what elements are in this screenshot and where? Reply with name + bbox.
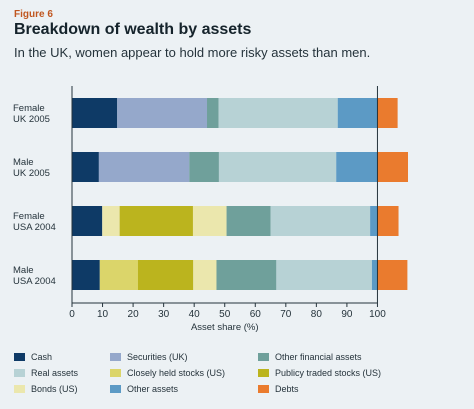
- bar-segment-real-assets: [270, 206, 371, 236]
- bar-segment-other-financial-assets: [216, 260, 277, 290]
- bar-segment-other-assets: [370, 206, 378, 236]
- category-label: UK 2005: [13, 168, 50, 179]
- chart-title: Breakdown of wealth by assets: [14, 21, 252, 38]
- bar-segment-other-assets: [336, 152, 378, 182]
- x-tick-label: 10: [97, 309, 109, 320]
- x-tick-label: 100: [369, 309, 386, 320]
- chart-subtitle: In the UK, women appear to hold more ris…: [14, 45, 371, 60]
- bar-segment-debts: [377, 260, 408, 290]
- legend-swatch: [14, 385, 25, 393]
- figure-label: Figure 6: [14, 9, 53, 20]
- legend-label: Other assets: [127, 384, 179, 394]
- bar-segment-cash: [72, 152, 99, 182]
- bar-segment-cash: [72, 206, 103, 236]
- bar-segment-cash: [72, 98, 118, 128]
- bar-segment-debts: [377, 152, 408, 182]
- legend-item: Securities (UK): [110, 352, 188, 362]
- category-label: Male: [13, 157, 34, 168]
- x-tick-label: 40: [189, 309, 201, 320]
- legend-label: Bonds (US): [31, 384, 78, 394]
- category-label: UK 2005: [13, 114, 50, 125]
- x-tick-label: 0: [69, 309, 75, 320]
- legend-item: Cash: [14, 352, 52, 362]
- bar-segment-real-assets: [276, 260, 372, 290]
- x-axis-title: Asset share (%): [191, 322, 259, 333]
- legend-item: Debts: [258, 384, 299, 394]
- bar-segment-securities-uk-: [117, 98, 208, 128]
- legend-swatch: [110, 353, 121, 361]
- bar-segment-securities-uk-: [98, 152, 190, 182]
- bar-segment-bonds-us-: [102, 206, 120, 236]
- legend-swatch: [110, 369, 121, 377]
- legend-label: Closely held stocks (US): [127, 368, 226, 378]
- legend-item: Real assets: [14, 368, 78, 378]
- legend-item: Other assets: [110, 384, 178, 394]
- category-label: Male: [13, 265, 34, 276]
- bar-segment-real-assets: [218, 98, 338, 128]
- legend-swatch: [110, 385, 121, 393]
- bar-segment-other-financial-assets: [189, 152, 219, 182]
- x-tick-label: 50: [219, 309, 231, 320]
- x-tick-label: 70: [280, 309, 292, 320]
- category-label: USA 2004: [13, 276, 56, 287]
- legend-swatch: [14, 353, 25, 361]
- legend-label: Securities (UK): [127, 352, 188, 362]
- bar-segment-other-financial-assets: [207, 98, 219, 128]
- legend-item: Bonds (US): [14, 384, 78, 394]
- legend-item: Other financial assets: [258, 352, 362, 362]
- category-label: USA 2004: [13, 222, 56, 233]
- category-label: Female: [13, 211, 45, 222]
- legend-label: Publicy traded stocks (US): [275, 368, 382, 378]
- legend-item: Publicy traded stocks (US): [258, 368, 381, 378]
- legend-item: Closely held stocks (US): [110, 368, 225, 378]
- x-tick-label: 20: [128, 309, 140, 320]
- category-label: Female: [13, 103, 45, 114]
- legend-label: Other financial assets: [275, 352, 362, 362]
- legend-swatch: [258, 369, 269, 377]
- legend-label: Real assets: [31, 368, 79, 378]
- bar-segment-publicy-traded-stocks-us-: [137, 260, 194, 290]
- legend-swatch: [258, 353, 269, 361]
- x-tick-label: 80: [311, 309, 323, 320]
- bar-segment-debts: [377, 98, 398, 128]
- x-tick-label: 60: [250, 309, 262, 320]
- legend-label: Cash: [31, 352, 53, 362]
- bar-segment-bonds-us-: [193, 260, 217, 290]
- bar-segment-debts: [377, 206, 399, 236]
- x-tick-label: 90: [341, 309, 353, 320]
- legend-swatch: [258, 385, 269, 393]
- x-tick-label: 30: [158, 309, 170, 320]
- bar-segment-bonds-us-: [192, 206, 227, 236]
- bar-segment-publicy-traded-stocks-us-: [119, 206, 193, 236]
- bar-segment-closely-held-stocks-us-: [99, 260, 138, 290]
- bar-segment-other-financial-assets: [226, 206, 271, 236]
- bar-segment-other-assets: [371, 260, 378, 290]
- legend-label: Debts: [275, 384, 299, 394]
- bar-segment-real-assets: [218, 152, 337, 182]
- legend-swatch: [14, 369, 25, 377]
- bar-segment-cash: [72, 260, 100, 290]
- bar-segment-other-assets: [337, 98, 378, 128]
